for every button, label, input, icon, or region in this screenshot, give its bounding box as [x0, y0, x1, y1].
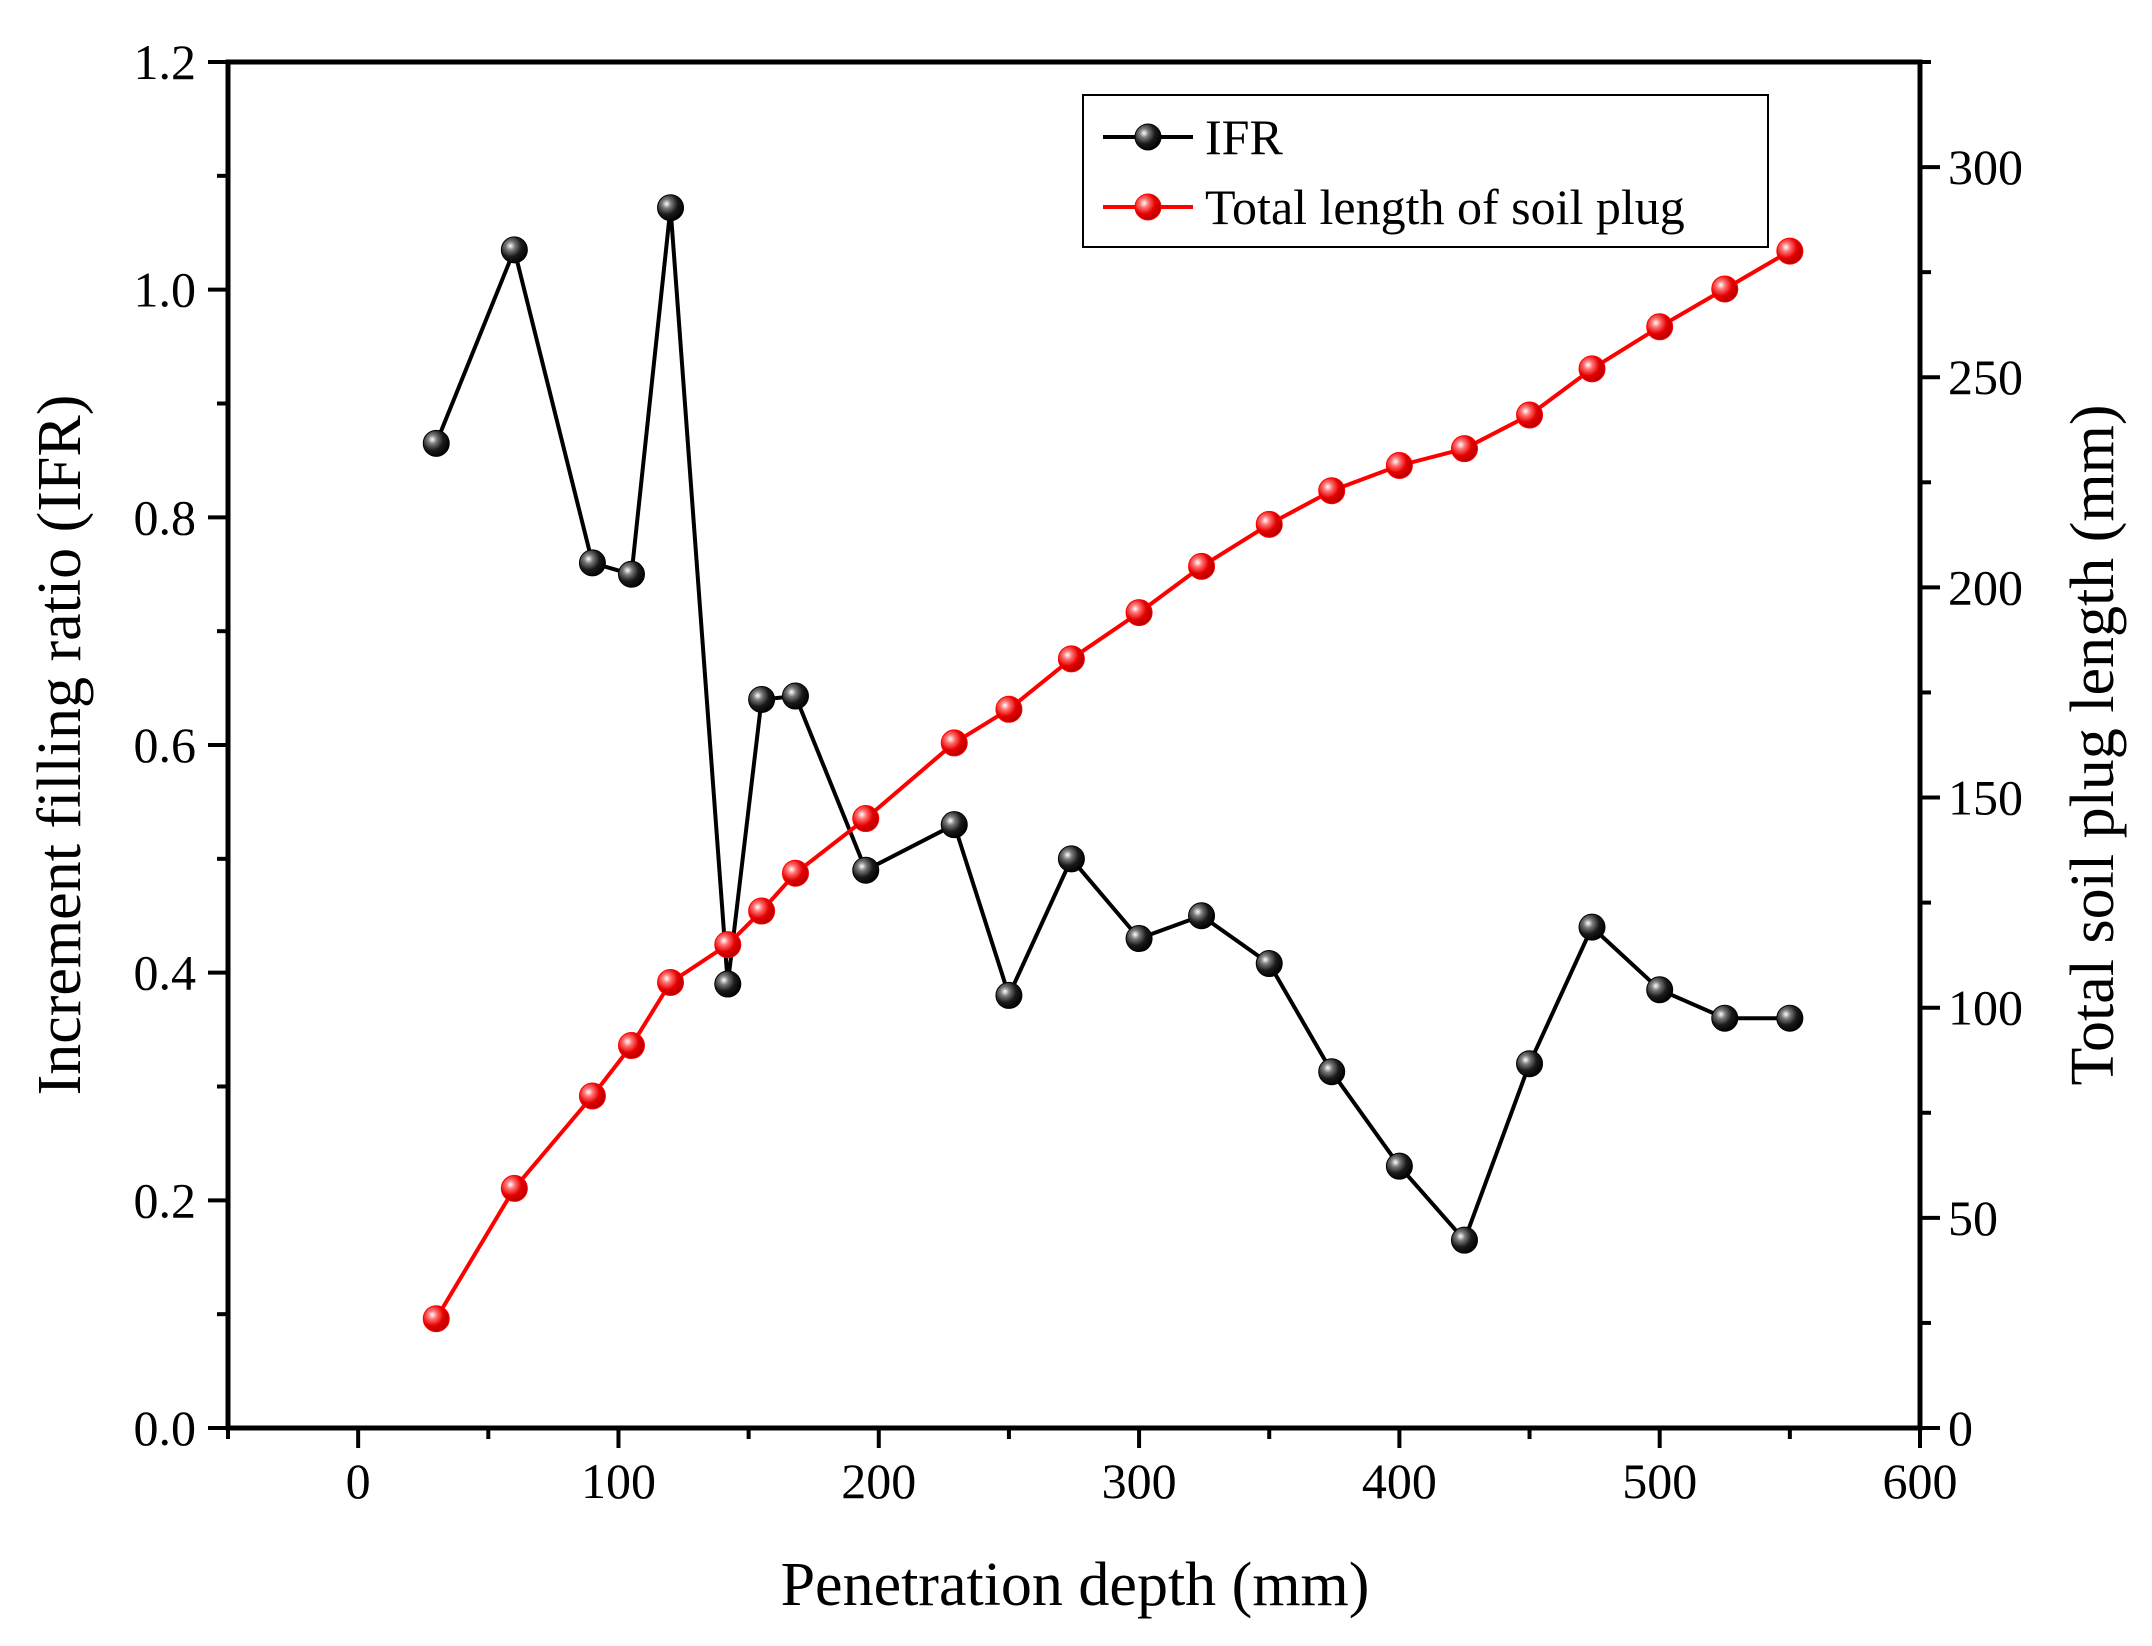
data-point-1-13	[1188, 552, 1216, 580]
data-point-1-9	[940, 729, 968, 757]
data-point-0-17	[1450, 1226, 1478, 1254]
data-point-0-0	[422, 429, 450, 457]
y-left-tick-label: 1.0	[134, 262, 197, 318]
y-left-tick-label: 0.2	[134, 1172, 197, 1228]
data-point-1-5	[714, 931, 742, 959]
data-point-0-16	[1385, 1152, 1413, 1180]
data-point-0-21	[1711, 1004, 1739, 1032]
y-left-tick-label: 0.4	[134, 945, 197, 1001]
series-line-1	[434, 249, 1791, 1320]
y-right-tick-label: 50	[1948, 1190, 1998, 1246]
y-axis-left-title: Increment filling ratio (IFR)	[26, 395, 94, 1096]
y-left-tick-label: 1.2	[134, 34, 197, 90]
data-point-0-6	[748, 685, 776, 713]
data-point-1-6	[748, 897, 776, 925]
data-point-0-19	[1578, 913, 1606, 941]
data-point-1-14	[1255, 510, 1283, 538]
data-point-1-4	[657, 968, 685, 996]
data-point-1-22	[1776, 237, 1804, 265]
data-point-1-8	[852, 805, 880, 833]
data-point-0-1	[500, 236, 528, 264]
data-point-1-11	[1057, 645, 1085, 673]
y-right-tick-label: 300	[1948, 139, 2023, 195]
data-point-1-15	[1318, 477, 1346, 505]
data-point-1-20	[1646, 313, 1674, 341]
data-point-1-3	[617, 1032, 645, 1060]
y-left-tick-label: 0.6	[134, 717, 197, 773]
x-tick-label: 200	[841, 1453, 916, 1509]
data-point-0-12	[1125, 925, 1153, 953]
data-point-0-9	[940, 811, 968, 839]
x-tick-label: 0	[346, 1453, 371, 1509]
data-point-1-18	[1516, 401, 1544, 429]
data-point-0-13	[1188, 902, 1216, 930]
data-point-0-8	[852, 856, 880, 884]
legend-marker-0	[1134, 123, 1162, 151]
y-left-tick-label: 0.0	[134, 1400, 197, 1456]
data-point-1-17	[1450, 435, 1478, 463]
data-point-1-21	[1711, 275, 1739, 303]
y-right-tick-label: 200	[1948, 559, 2023, 615]
y-right-tick-label: 0	[1948, 1400, 1973, 1456]
y-axis-right-title: Total soil plug length (mm)	[2059, 404, 2127, 1085]
plot-frame	[225, 59, 1923, 1431]
y-right-tick-label: 250	[1948, 349, 2023, 405]
data-point-0-10	[995, 981, 1023, 1009]
axes-layer: 0 100 200 300 400 500 6000.00.20.40.60.81.01.2…	[134, 34, 2024, 1509]
legend: IFR Total length of soil plug	[1082, 94, 1769, 248]
data-point-0-11	[1057, 845, 1085, 873]
data-point-1-7	[781, 859, 809, 887]
legend-label-0: IFR	[1205, 109, 1283, 165]
data-point-0-3	[617, 560, 645, 588]
data-point-1-2	[578, 1082, 606, 1110]
data-point-1-10	[995, 695, 1023, 723]
y-right-tick-label: 100	[1948, 980, 2023, 1036]
x-tick-label: 300	[1102, 1453, 1177, 1509]
x-tick-label: 400	[1362, 1453, 1437, 1509]
data-point-1-16	[1385, 451, 1413, 479]
y-right-tick-label: 150	[1948, 770, 2023, 826]
data-point-0-5	[714, 970, 742, 998]
data-point-0-4	[657, 194, 685, 222]
y-left-tick-label: 0.8	[134, 489, 197, 545]
data-point-1-0	[422, 1305, 450, 1333]
data-point-1-19	[1578, 355, 1606, 383]
legend-marker-1	[1134, 193, 1162, 221]
legend-box	[1082, 94, 1769, 248]
x-axis-title: Penetration depth (mm)	[781, 1551, 1370, 1619]
data-point-1-1	[500, 1174, 528, 1202]
x-tick-label: 600	[1883, 1453, 1958, 1509]
legend-label-1: Total length of soil plug	[1205, 179, 1685, 235]
data-point-0-15	[1318, 1058, 1346, 1086]
x-tick-label: 500	[1622, 1453, 1697, 1509]
series-layer	[422, 194, 1804, 1333]
data-point-0-2	[578, 549, 606, 577]
data-point-0-20	[1646, 976, 1674, 1004]
data-point-0-14	[1255, 950, 1283, 978]
data-point-1-12	[1125, 599, 1153, 627]
data-point-0-22	[1776, 1004, 1804, 1032]
data-point-0-18	[1516, 1050, 1544, 1078]
x-tick-label: 100	[581, 1453, 656, 1509]
data-point-0-7	[781, 682, 809, 710]
